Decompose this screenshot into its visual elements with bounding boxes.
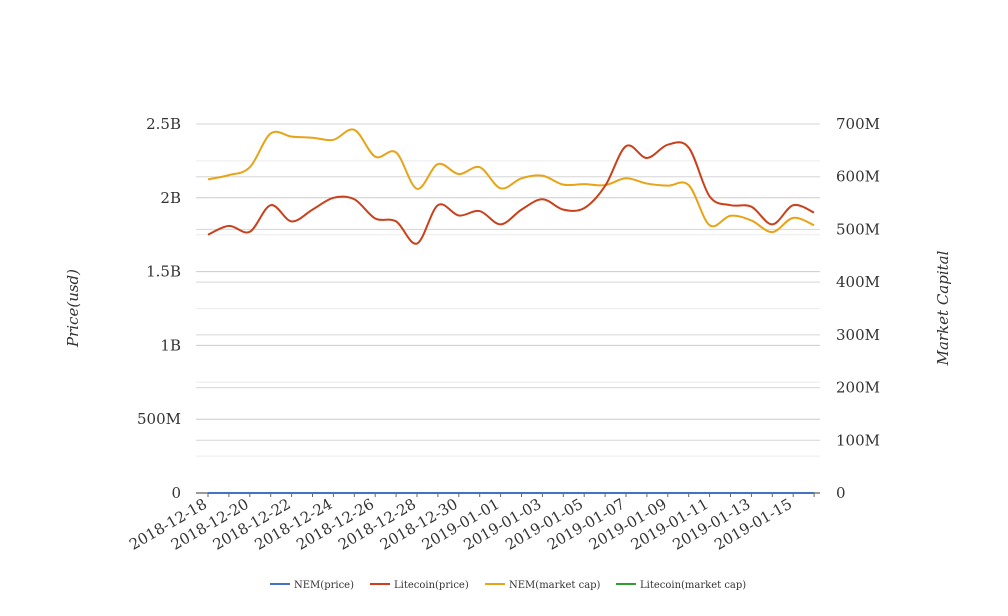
left-y-tick-label: 2.5B <box>146 115 181 133</box>
right-y-tick-label: 300M <box>836 326 880 344</box>
x-tick-labels: 2018-12-182018-12-202018-12-222018-12-24… <box>126 495 795 554</box>
right-y-tick-label: 600M <box>836 168 880 186</box>
left-y-tick-label: 1B <box>160 336 181 354</box>
legend-label: Litecoin(price) <box>394 580 469 591</box>
series-line-nem-market-cap <box>207 128 815 234</box>
legend-label: NEM(market cap) <box>509 580 601 591</box>
left-y-axis-title: Price(usd) <box>64 269 82 348</box>
left-y-tick-label: 0 <box>171 484 181 502</box>
series-line-litecoin-price <box>207 141 815 245</box>
right-y-tick-label: 400M <box>836 273 880 291</box>
left-y-tick-label: 2B <box>160 189 181 207</box>
right-y-tick-labels: 0 100M 200M 300M 400M 500M 600M 700M <box>836 115 880 502</box>
legend-label: NEM(price) <box>294 580 354 591</box>
left-y-tick-label: 1.5B <box>146 263 181 281</box>
right-y-axis-title: Market Capital <box>934 250 952 366</box>
right-y-tick-label: 200M <box>836 379 880 397</box>
right-y-tick-label: 0 <box>836 484 846 502</box>
series-lines <box>207 128 815 495</box>
right-y-tick-label: 500M <box>836 220 880 238</box>
legend-label: Litecoin(market cap) <box>640 580 746 591</box>
right-y-tick-label: 100M <box>836 431 880 449</box>
left-y-tick-labels: 0 500M 1B 1.5B 2B 2.5B <box>137 115 181 502</box>
right-y-tick-label: 700M <box>836 115 880 133</box>
legend: NEM(price) Litecoin(price) NEM(market cap)… <box>270 580 746 591</box>
grid-lines <box>196 123 820 494</box>
left-y-tick-label: 500M <box>137 410 181 428</box>
